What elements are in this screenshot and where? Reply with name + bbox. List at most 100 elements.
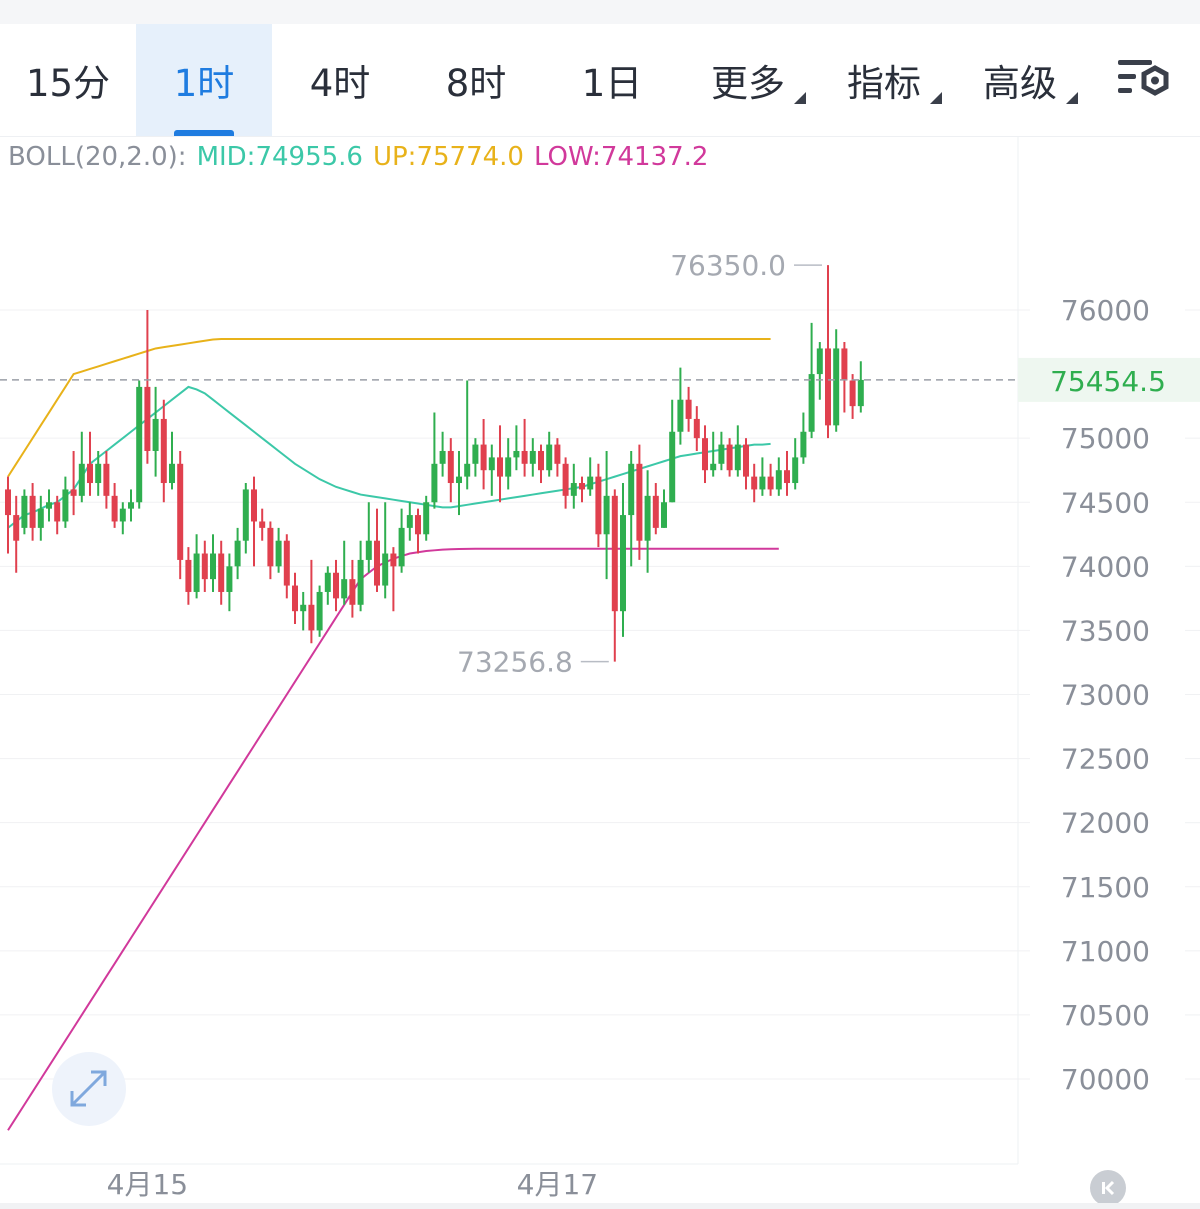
status-strip: [0, 0, 1200, 24]
candle-body: [251, 489, 257, 522]
candle-body: [259, 521, 266, 528]
candle-body: [275, 540, 282, 567]
candle-body: [726, 444, 733, 471]
candle-body: [152, 418, 159, 451]
candle-body: [119, 508, 126, 522]
bottom-divider: [0, 1203, 1200, 1209]
candle-body: [554, 444, 561, 464]
candle-body: [538, 450, 544, 471]
candle-body: [218, 553, 225, 592]
current-price-label: 75454.5: [1050, 365, 1166, 398]
tab-label: 4时: [309, 62, 371, 105]
candlestick-chart[interactable]: 76000 75000 74500 74000 73500 73000 72500 72000…: [0, 136, 1200, 1203]
dropdown-triangle-icon: [1066, 92, 1078, 104]
candle-body: [365, 540, 372, 560]
candle-body: [292, 585, 298, 612]
candle-body: [357, 559, 364, 605]
candle-body: [743, 444, 749, 477]
candle-body: [95, 463, 102, 484]
candle-body: [185, 559, 192, 592]
candle-body: [54, 502, 61, 522]
candle-body: [324, 572, 331, 592]
candle-body: [300, 604, 307, 612]
active-tab-indicator: [174, 130, 234, 136]
chart-settings-icon: [1118, 60, 1169, 96]
timeframe-tab-bar: 15分 1时 4时 8时 1日 更多 指标 高级: [0, 24, 1200, 137]
candle-body: [308, 604, 315, 631]
candle-body: [521, 450, 528, 464]
tab-label: 更多: [711, 62, 785, 105]
candle-body: [661, 502, 667, 528]
candle-body: [857, 379, 864, 407]
candle-body: [267, 527, 274, 567]
price-tick-label: 76000: [1061, 294, 1150, 327]
candle-body: [160, 418, 167, 484]
candle-body: [784, 470, 790, 484]
tab-more[interactable]: 更多: [680, 24, 816, 136]
candle-body: [775, 470, 782, 490]
candle-body: [62, 489, 69, 522]
candle-body: [431, 463, 438, 503]
tab-1h[interactable]: 1时: [136, 24, 272, 136]
candle-body: [390, 553, 397, 567]
candle-body: [644, 495, 651, 541]
candle-body: [472, 444, 479, 464]
expand-arrows-icon: [70, 1070, 107, 1107]
candle-body: [111, 495, 118, 522]
tab-advanced[interactable]: 高级: [952, 24, 1088, 136]
candle-body: [587, 476, 594, 490]
candle-body: [513, 450, 520, 458]
candle-body: [710, 463, 717, 471]
candle-body: [546, 444, 553, 471]
tab-4h[interactable]: 4时: [272, 24, 408, 136]
candle-body: [595, 476, 602, 535]
candle-body: [169, 463, 175, 484]
candle-body: [5, 489, 11, 516]
candle-body: [841, 348, 848, 381]
candle-body: [480, 444, 487, 471]
candle-body: [849, 380, 856, 407]
candle-body: [456, 476, 462, 484]
tab-15min[interactable]: 15分: [0, 24, 136, 136]
price-tick-label: 72000: [1061, 807, 1150, 840]
dropdown-triangle-icon: [794, 92, 806, 104]
candle-body: [333, 572, 339, 599]
candle-body: [808, 374, 815, 432]
candle-body: [439, 450, 446, 464]
candle-body: [283, 540, 290, 586]
candle-body: [349, 579, 356, 605]
candle-body: [652, 495, 659, 528]
scroll-to-latest-button[interactable]: [1090, 1170, 1126, 1206]
fullscreen-button[interactable]: [52, 1052, 126, 1126]
candle-body: [464, 463, 471, 477]
candle-body: [636, 463, 643, 541]
candle-body: [128, 502, 134, 509]
candle-body: [562, 463, 569, 496]
candle-body: [693, 418, 700, 439]
boll-low-value: LOW:74137.2: [533, 142, 709, 172]
boll-up-value: UP:75774.0: [372, 142, 524, 172]
tab-8h[interactable]: 8时: [408, 24, 544, 136]
candle-body: [87, 463, 93, 484]
tab-1d[interactable]: 1日: [544, 24, 680, 136]
candle-body: [103, 463, 110, 496]
candle-body: [242, 489, 249, 541]
candle-body: [316, 591, 323, 631]
tab-label: 1日: [581, 62, 643, 105]
price-tick-label: 73000: [1061, 679, 1150, 712]
candle-body: [136, 386, 143, 503]
tab-indicators[interactable]: 指标: [816, 24, 952, 136]
candle-body: [529, 450, 536, 464]
candle-body: [37, 508, 44, 528]
price-tick-label: 71000: [1061, 935, 1150, 968]
tab-label: 高级: [983, 62, 1057, 105]
candle-body: [234, 540, 241, 567]
price-tick-label: 71500: [1061, 871, 1150, 904]
candle-body: [702, 438, 708, 471]
candle-body: [374, 540, 380, 586]
candle-body: [685, 399, 692, 419]
candle-body: [611, 495, 618, 612]
price-tick-label: 73500: [1061, 614, 1150, 647]
chart-settings-button[interactable]: [1108, 52, 1178, 112]
candle-body: [447, 450, 454, 484]
